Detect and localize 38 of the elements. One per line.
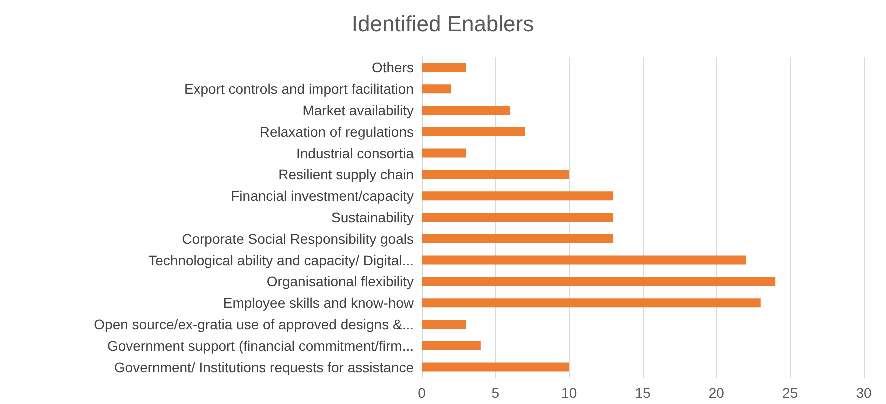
y-tick-label: Government support (financial commitment/firm... — [107, 338, 414, 354]
x-tick-label: 10 — [562, 385, 578, 401]
bar — [422, 298, 761, 308]
x-tick-label: 30 — [856, 385, 872, 401]
y-tick-label: Employee skills and know-how — [223, 295, 415, 312]
bar — [422, 192, 614, 201]
y-tick-label: Government/ Institutions requests for assistance — [114, 359, 414, 376]
y-tick-label: Technological ability and capacity/ Digital... — [148, 252, 414, 268]
y-tick-label: Corporate Social Responsibility goals — [182, 230, 414, 247]
x-tick-label: 20 — [708, 385, 725, 401]
bar — [422, 63, 466, 72]
bar — [422, 148, 466, 158]
x-tick-label: 15 — [635, 385, 651, 401]
chart-title: Identified Enablers — [352, 12, 534, 36]
y-tick-label: Sustainability — [332, 210, 414, 226]
bar — [422, 277, 776, 286]
bar — [422, 320, 466, 329]
bar — [422, 127, 526, 136]
bar — [422, 170, 570, 180]
y-tick-label: Others — [372, 60, 414, 76]
bar — [422, 106, 510, 115]
x-tick-label: 25 — [782, 385, 798, 401]
y-tick-label: Open source/ex-gratia use of approved designs &... — [94, 316, 414, 332]
x-tick-label: 5 — [492, 385, 500, 401]
y-tick-label: Export controls and import facilitation — [184, 81, 414, 98]
y-tick-label: Industrial consortia — [296, 145, 414, 162]
y-tick-label: Market availability — [302, 102, 414, 118]
y-tick-label: Relaxation of regulations — [260, 124, 414, 140]
y-tick-label: Resilient supply chain — [278, 166, 414, 183]
bar — [422, 84, 452, 94]
y-tick-label: Organisational flexibility — [266, 274, 414, 290]
bar — [422, 234, 614, 244]
bar — [422, 256, 746, 265]
bar — [422, 213, 614, 222]
y-tick-label: Financial investment/capacity — [231, 188, 414, 204]
bar — [422, 362, 570, 372]
bar — [422, 341, 481, 350]
x-tick-label: 0 — [418, 385, 426, 401]
